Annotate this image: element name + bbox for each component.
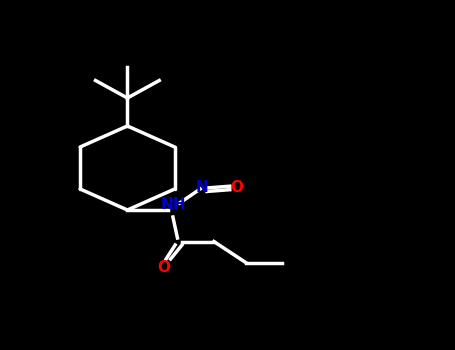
Text: NH: NH xyxy=(160,197,186,212)
Text: N: N xyxy=(196,180,209,195)
Text: O: O xyxy=(230,180,243,195)
Text: O: O xyxy=(157,260,170,275)
